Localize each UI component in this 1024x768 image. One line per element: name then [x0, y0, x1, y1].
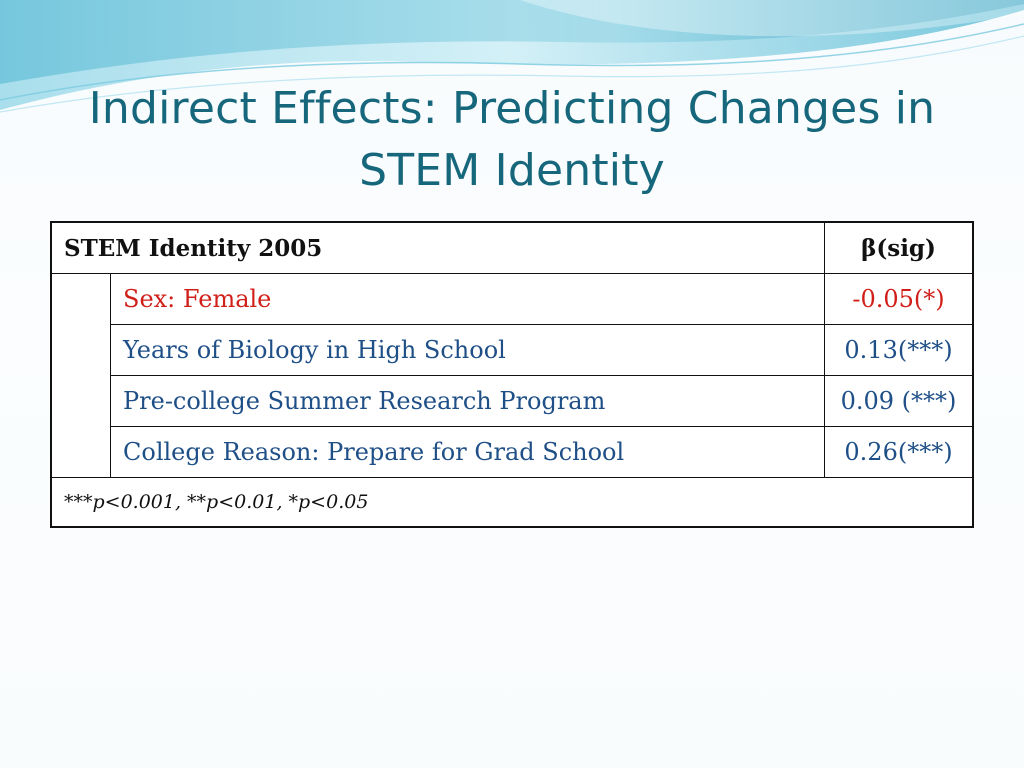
row-value: 0.09 (***) [824, 375, 974, 427]
header-stat: β(sig) [824, 221, 974, 274]
slide-title-line-2: STEM Identity [359, 145, 665, 196]
row-value: 0.26(***) [824, 426, 974, 478]
row-label: Sex: Female [110, 273, 825, 325]
table-row: Pre-college Summer Research Program 0.09… [51, 375, 974, 427]
row-value: -0.05(*) [824, 273, 974, 325]
significance-footnote: ***p<0.001, **p<0.01, *p<0.05 [50, 477, 974, 528]
table-header-row: STEM Identity 2005 β(sig) [50, 221, 974, 274]
footnote-row: ***p<0.001, **p<0.01, *p<0.05 [50, 477, 974, 528]
results-table: STEM Identity 2005 β(sig) Sex: Female -0… [50, 221, 974, 528]
row-label: Years of Biology in High School [110, 324, 825, 376]
table-row: Sex: Female -0.05(*) [50, 273, 974, 478]
slide-title-line-1: Indirect Effects: Predicting Changes in [88, 83, 936, 134]
table-row: Years of Biology in High School 0.13(***… [51, 324, 974, 376]
header-label: STEM Identity 2005 [50, 221, 825, 274]
row-value: 0.13(***) [824, 324, 974, 376]
header-wave-decoration [0, 0, 1024, 113]
slide-title: Indirect Effects: Predicting Changes in … [40, 78, 984, 202]
indent-cell [50, 273, 111, 478]
table-row: College Reason: Prepare for Grad School … [51, 426, 974, 478]
row-label: College Reason: Prepare for Grad School [110, 426, 825, 478]
row-label: Pre-college Summer Research Program [110, 375, 825, 427]
